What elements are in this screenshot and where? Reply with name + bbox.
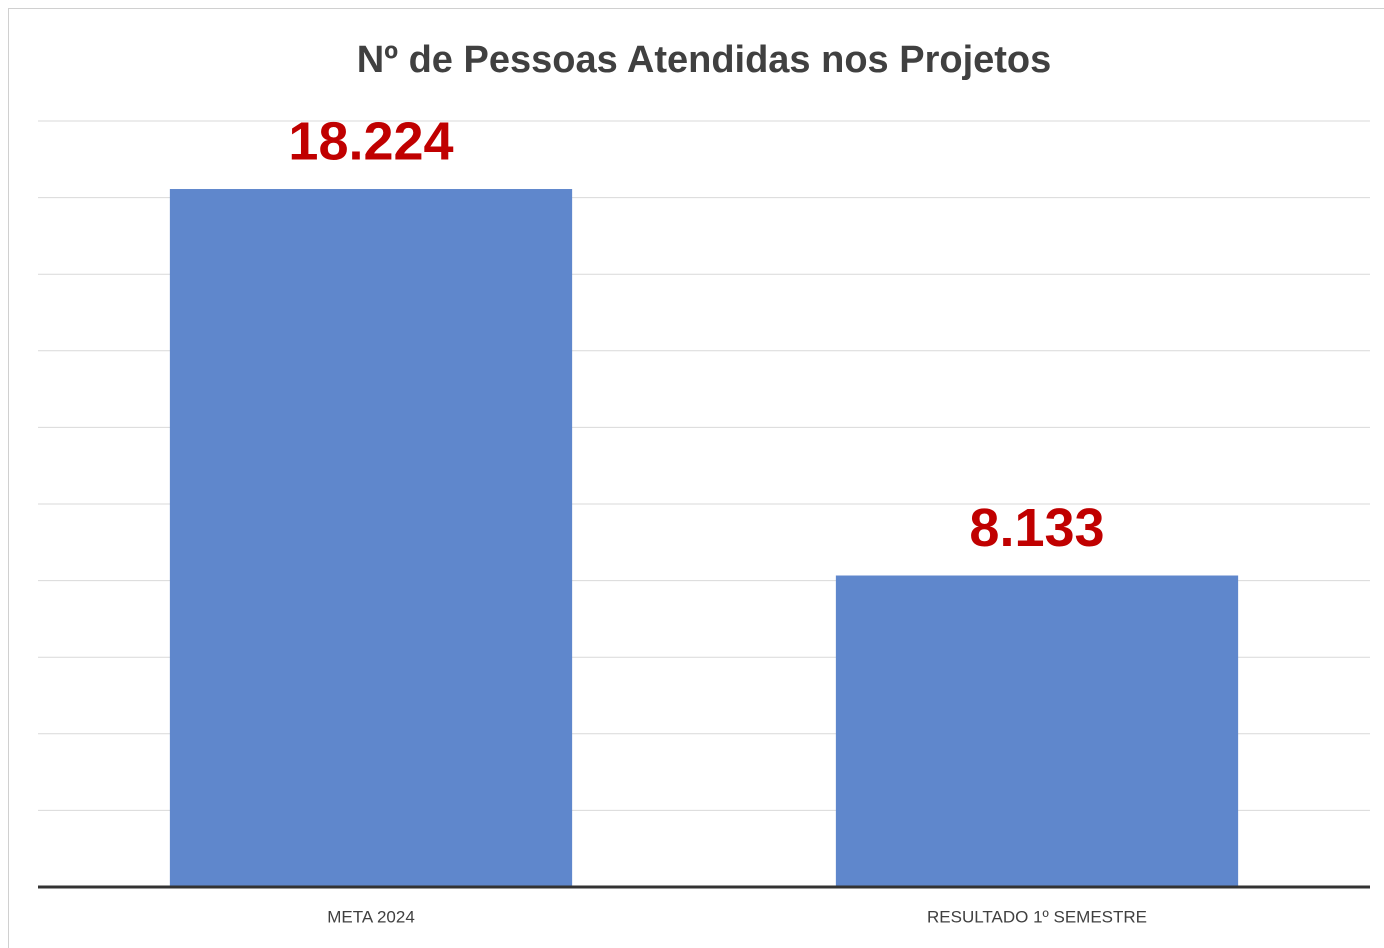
value-label: 18.224	[288, 111, 453, 171]
bar	[169, 189, 573, 887]
bar	[835, 575, 1239, 887]
x-tick-label: RESULTADO 1º SEMESTRE	[927, 907, 1147, 926]
chart-title: Nº de Pessoas Atendidas nos Projetos	[357, 39, 1052, 81]
x-tick-label: META 2024	[327, 907, 415, 926]
value-label: 8.133	[969, 498, 1104, 558]
